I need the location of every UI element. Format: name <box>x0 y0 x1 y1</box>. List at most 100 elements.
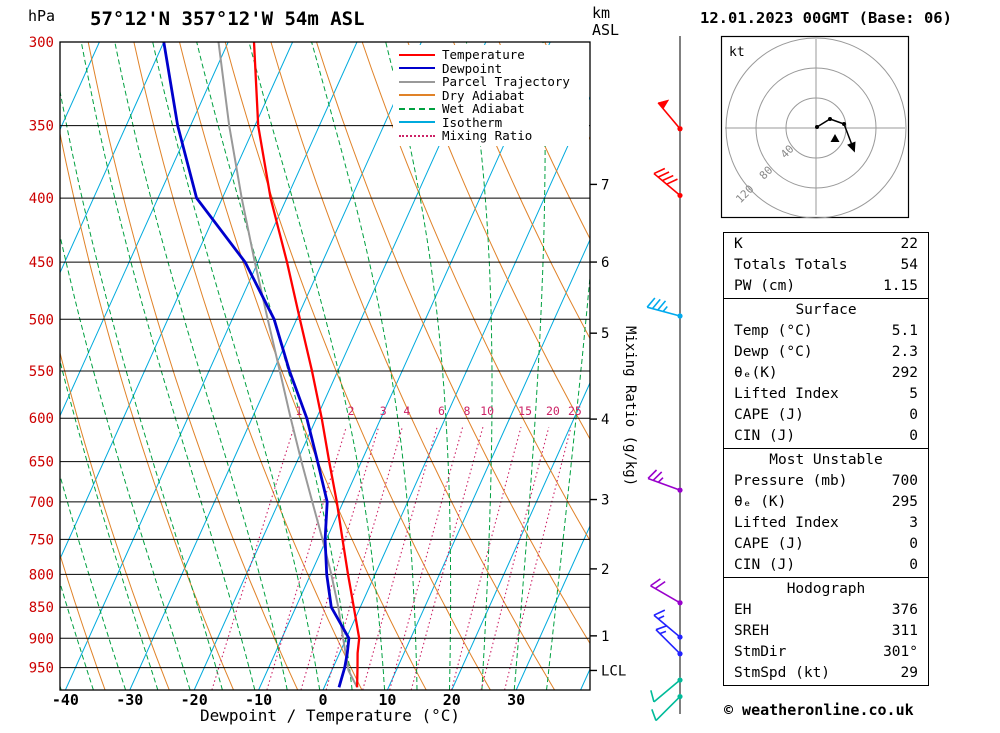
stats-row: PW (cm) 1.15 <box>724 276 928 297</box>
stats-row: StmSpd (kt) 29 <box>724 663 928 684</box>
isotherm-line <box>64 42 358 690</box>
wind-barb <box>647 469 683 493</box>
legend-swatch <box>399 121 435 124</box>
stat-value: 0 <box>909 407 918 423</box>
stats-row: θₑ(K) 292 <box>724 363 928 384</box>
stats-row: Dewp (°C) 2.3 <box>724 342 928 363</box>
pressure-tick-label: 400 <box>29 191 54 207</box>
wet-adiabat-line <box>60 358 159 690</box>
mixing-ratio-label: 2 <box>347 404 354 418</box>
dry-adiabat-line <box>224 42 491 690</box>
wet-adiabat-line <box>80 42 256 690</box>
stat-value: 3 <box>909 515 918 531</box>
stat-label: StmDir <box>734 644 787 660</box>
dry-adiabat-line <box>133 42 363 690</box>
stats-panels: K 22 Totals Totals 54 PW (cm) 1.15 Surface Temp… <box>723 232 929 686</box>
stat-label: θₑ (K) <box>734 494 787 510</box>
km-tick-label: 2 <box>601 562 609 578</box>
pressure-tick-label: 550 <box>29 364 54 380</box>
wet-adiabat-line <box>385 42 452 690</box>
stats-panel: Hodograph EH 376 SREH 311 StmDir 301° StmSpd (k… <box>723 577 929 686</box>
wet-adiabat-line <box>311 42 418 690</box>
stat-label: Dewp (°C) <box>734 344 813 360</box>
stats-panel-header: Surface <box>795 302 857 318</box>
isotherm-line <box>60 42 229 417</box>
stat-label: Totals Totals <box>734 257 848 273</box>
mixing-ratio-axis-label: Mixing Ratio (g/kg) <box>622 326 638 487</box>
hodograph-ring <box>725 37 907 219</box>
wet-adiabat-line <box>546 271 590 690</box>
wet-adiabat-line <box>60 88 223 690</box>
legend-item: Temperature <box>399 48 589 62</box>
stats-panel: Surface Temp (°C) 5.1 Dewp (°C) 2.3 θₑ(K) 292 L… <box>723 298 929 449</box>
stat-label: Temp (°C) <box>734 323 813 339</box>
stat-value: 301° <box>883 644 918 660</box>
dewpoint-curve <box>162 42 351 688</box>
stat-label: EH <box>734 602 752 618</box>
hodograph-trace-dot <box>815 125 819 129</box>
hodograph-ring <box>755 67 877 189</box>
pressure-tick-label: 850 <box>29 600 54 616</box>
legend-label: Dewpoint <box>442 60 503 76</box>
mixing-ratio-line <box>325 427 403 690</box>
stats-row: CIN (J) 0 <box>724 426 928 447</box>
stat-label: Pressure (mb) <box>734 473 848 489</box>
stat-value: 22 <box>900 236 918 252</box>
wind-barb <box>655 624 683 657</box>
hodograph-trace-dot <box>842 122 846 126</box>
stats-row: SREH 311 <box>724 621 928 642</box>
temperature-tick-label: -40 <box>52 691 79 709</box>
pressure-axis-unit: hPa <box>28 7 56 25</box>
wind-barb <box>646 297 683 319</box>
stat-label: θₑ(K) <box>734 365 778 381</box>
stat-value: 1.15 <box>883 278 918 294</box>
mixing-ratio-line <box>480 427 550 690</box>
stat-value: 700 <box>891 473 918 489</box>
temperature-tick-label: 10 <box>378 691 396 709</box>
stat-label: CIN (J) <box>734 428 796 444</box>
dry-adiabat-line <box>453 42 590 340</box>
dry-adiabat-line <box>60 350 170 690</box>
stat-value: 5 <box>909 386 918 402</box>
legend-item: Wet Adiabat <box>399 102 589 116</box>
legend-swatch <box>399 134 435 137</box>
plot-area <box>60 42 590 690</box>
stats-row: StmDir 301° <box>724 642 928 663</box>
stat-value: 0 <box>909 557 918 573</box>
mixing-ratio-line <box>211 427 295 690</box>
pressure-tick-label: 600 <box>29 411 54 427</box>
legend-item: Dewpoint <box>399 60 589 76</box>
isotherm-line <box>451 381 590 690</box>
altitude-unit-asl: ASL <box>592 21 620 39</box>
wet-adiabat-line <box>196 42 353 690</box>
km-tick-label: 3 <box>601 493 609 509</box>
temperature-curve <box>252 42 361 688</box>
mixing-ratio-label: 8 <box>463 404 470 418</box>
wet-adiabat-line <box>114 42 288 690</box>
pressure-tick-label: 350 <box>29 119 54 135</box>
mixing-ratio-label: 1 <box>295 404 302 418</box>
stats-row: Lifted Index 5 <box>724 384 928 405</box>
stats-panel-header: Hodograph <box>786 581 866 597</box>
stat-value: 29 <box>900 665 918 681</box>
run-datetime: 12.01.2023 00GMT (Base: 06) <box>700 9 952 27</box>
temperature-tick-label: 0 <box>318 691 327 709</box>
legend-label: Parcel Trajectory <box>442 74 570 89</box>
temperature-tick-label: -20 <box>181 691 208 709</box>
dry-adiabat-line <box>270 42 556 690</box>
x-axis-label: Dewpoint / Temperature (°C) <box>199 706 461 725</box>
wet-adiabat-line <box>60 233 191 690</box>
stats-row: CAPE (J) 0 <box>724 405 928 426</box>
altitude-unit-km: km <box>592 4 611 22</box>
isotherm-line <box>60 42 294 561</box>
stat-label: Lifted Index <box>734 515 839 531</box>
legend-label: Isotherm <box>442 114 503 130</box>
stat-label: K <box>734 236 743 252</box>
temperature-tick-label: -30 <box>116 691 143 709</box>
km-tick-label: 5 <box>601 326 609 342</box>
pressure-tick-label: 450 <box>29 255 54 271</box>
legend-label: Wet Adiabat <box>442 101 525 116</box>
wind-barb <box>651 693 683 722</box>
